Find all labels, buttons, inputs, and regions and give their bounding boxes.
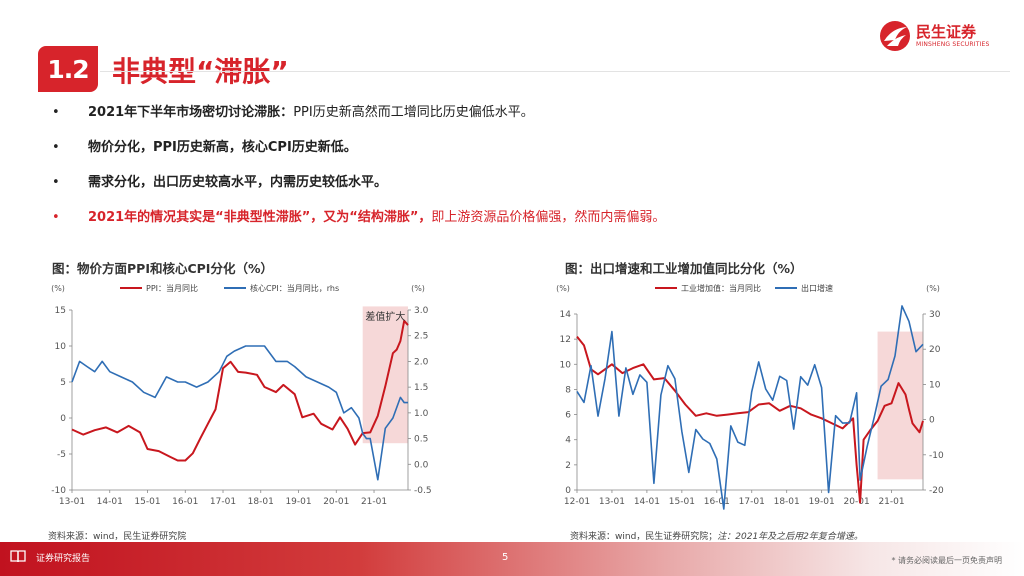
bullet-item: • 物价分化，PPI历史新高，核心CPI历史新低。 bbox=[52, 139, 972, 174]
right-unit-label: (%) bbox=[411, 284, 425, 293]
y2-tick-label: 1.0 bbox=[414, 409, 429, 419]
y2-tick-label: 0 bbox=[929, 416, 935, 426]
y2-tick-label: 30 bbox=[929, 310, 941, 320]
x-tick-label: 18-01 bbox=[774, 497, 800, 507]
series-line bbox=[576, 305, 924, 510]
x-tick-label: 19-01 bbox=[285, 497, 311, 507]
ppi-core-cpi-chart: -10 -5 0 5 10 15 -0.5 0.0 0.5 1.0 1.5 2.0 2.5 3.0 13-0… bbox=[51, 283, 432, 507]
source-right: 资料来源：wind，民生证券研究院；注：2021年及之后用2年复合增速。 bbox=[570, 529, 863, 542]
x-tick-label: 12-01 bbox=[564, 497, 590, 507]
logo-text: 民生证券 bbox=[916, 23, 977, 41]
x-tick-label: 19-01 bbox=[809, 497, 835, 507]
source-text: 资料来源：wind，民生证券研究院 bbox=[48, 532, 187, 542]
x-tick-label: 21-01 bbox=[361, 497, 387, 507]
x-tick-label: 15-01 bbox=[134, 497, 160, 507]
bullet-item-highlight: • 2021年的情况其实是“非典型性滞胀”，又为“结构滞胀”，即上游资源品价格偏… bbox=[52, 209, 972, 244]
x-tick-label: 16-01 bbox=[172, 497, 198, 507]
x-tick-label: 20-01 bbox=[323, 497, 349, 507]
x-tick-label: 17-01 bbox=[210, 497, 236, 507]
y2-tick-label: 3.0 bbox=[414, 306, 429, 316]
right-unit-label: (%) bbox=[926, 284, 940, 293]
bullet-marker: • bbox=[52, 140, 60, 155]
chart-title-right: 图：出口增速和工业增加值同比分化（%） bbox=[565, 261, 803, 276]
y2-tick-label: 2.5 bbox=[414, 332, 428, 342]
bullet-text: 即上游资源品价格偏强，然而内需偏弱。 bbox=[431, 210, 666, 225]
bullet-marker: • bbox=[52, 105, 60, 120]
x-tick-label: 15-01 bbox=[669, 497, 695, 507]
section-title: 非典型“滞胀” bbox=[112, 55, 289, 88]
y-tick-label: 5 bbox=[60, 378, 66, 388]
y-tick-label: 4 bbox=[565, 436, 571, 446]
footer-report-label: 证券研究报告 bbox=[36, 554, 91, 564]
y-tick-label: 15 bbox=[55, 306, 66, 316]
logo-subtext: MINSHENG SECURITIES bbox=[916, 41, 990, 48]
source-left: 资料来源：wind，民生证券研究院 bbox=[48, 529, 186, 542]
highlight-region bbox=[362, 306, 408, 444]
y-tick-label: 0 bbox=[60, 414, 66, 424]
y2-tick-label: 20 bbox=[929, 345, 941, 355]
x-tick-label: 16-01 bbox=[704, 497, 730, 507]
y-tick-label: 2 bbox=[565, 461, 571, 471]
footer-bar bbox=[0, 542, 1024, 576]
y2-tick-label: 10 bbox=[929, 380, 941, 390]
y2-tick-label: 2.0 bbox=[414, 357, 429, 367]
y-tick-label: 14 bbox=[560, 310, 572, 320]
y2-tick-label: 0.5 bbox=[414, 435, 428, 445]
bullet-item: • 2021年下半年市场密切讨论滞胀：PPI历史新高然而工增同比历史偏低水平。 bbox=[52, 104, 972, 139]
minsheng-logo-icon bbox=[880, 21, 910, 51]
bullet-bold-text: 2021年的情况其实是“非典型性滞胀”，又为“结构滞胀”， bbox=[88, 210, 432, 225]
bullet-text: PPI历史新高然而工增同比历史偏低水平。 bbox=[293, 105, 534, 120]
footer-disclaimer: * 请务必阅读最后一页免责声明 bbox=[891, 556, 1002, 565]
bullet-list: • 2021年下半年市场密切讨论滞胀：PPI历史新高然而工增同比历史偏低水平。 … bbox=[52, 104, 972, 244]
y-tick-label: 6 bbox=[565, 411, 571, 421]
y2-tick-label: 1.5 bbox=[414, 383, 428, 393]
bullet-bold-text: 需求分化，出口历史较高水平，内需历史较低水平。 bbox=[88, 175, 388, 190]
bullet-item: • 需求分化，出口历史较高水平，内需历史较低水平。 bbox=[52, 174, 972, 209]
y2-tick-label: -0.5 bbox=[414, 486, 432, 496]
bullet-marker: • bbox=[52, 175, 60, 190]
x-tick-label: 17-01 bbox=[739, 497, 765, 507]
x-tick-label: 13-01 bbox=[599, 497, 625, 507]
book-icon bbox=[10, 550, 26, 563]
series-line bbox=[71, 319, 409, 462]
title-divider bbox=[100, 71, 1010, 72]
legend-label: PPI：当月同比 bbox=[146, 283, 198, 293]
source-note: 注：2021年及之后用2年复合增速。 bbox=[717, 532, 863, 542]
legend-label: 核心CPI：当月同比，rhs bbox=[250, 283, 339, 293]
x-tick-label: 21-01 bbox=[878, 497, 904, 507]
bullet-bold-text: 物价分化，PPI历史新高，核心CPI历史新低。 bbox=[88, 140, 357, 155]
y-tick-label: -10 bbox=[51, 486, 66, 496]
bullet-marker: • bbox=[52, 210, 60, 225]
section-number-badge: 1.2 bbox=[38, 46, 98, 92]
x-tick-label: 20-01 bbox=[844, 497, 870, 507]
x-tick-label: 18-01 bbox=[248, 497, 274, 507]
series-line bbox=[71, 345, 408, 481]
y-tick-label: 8 bbox=[565, 385, 571, 395]
x-tick-label: 14-01 bbox=[97, 497, 123, 507]
source-text: 资料来源：wind，民生证券研究院； bbox=[570, 532, 718, 542]
shade-annotation: 差值扩大 bbox=[365, 310, 405, 323]
y2-tick-label: -10 bbox=[929, 451, 944, 461]
y2-tick-label: 0.0 bbox=[414, 460, 429, 470]
legend-label: 出口增速 bbox=[801, 283, 833, 293]
y2-tick-label: -20 bbox=[929, 486, 944, 496]
y-tick-label: -5 bbox=[57, 450, 66, 460]
chart-title-left: 图：物价方面PPI和核心CPI分化（%） bbox=[52, 261, 273, 276]
y-tick-label: 12 bbox=[560, 335, 571, 345]
export-industry-chart: 0 2 4 6 8 10 12 14 -20 -10 0 10 20 30 12-01 13-01 14-01 1… bbox=[556, 283, 944, 510]
legend-label: 工业增加值：当月同比 bbox=[681, 283, 761, 293]
y-tick-label: 10 bbox=[55, 342, 67, 352]
page-number: 5 bbox=[502, 552, 509, 563]
x-tick-label: 13-01 bbox=[59, 497, 85, 507]
left-unit-label: (%) bbox=[51, 284, 65, 293]
series-line bbox=[576, 335, 924, 504]
y-tick-label: 10 bbox=[560, 360, 572, 370]
left-unit-label: (%) bbox=[556, 284, 570, 293]
y-tick-label: 0 bbox=[565, 486, 571, 496]
x-tick-label: 14-01 bbox=[634, 497, 660, 507]
bullet-bold-text: 2021年下半年市场密切讨论滞胀： bbox=[88, 105, 294, 120]
